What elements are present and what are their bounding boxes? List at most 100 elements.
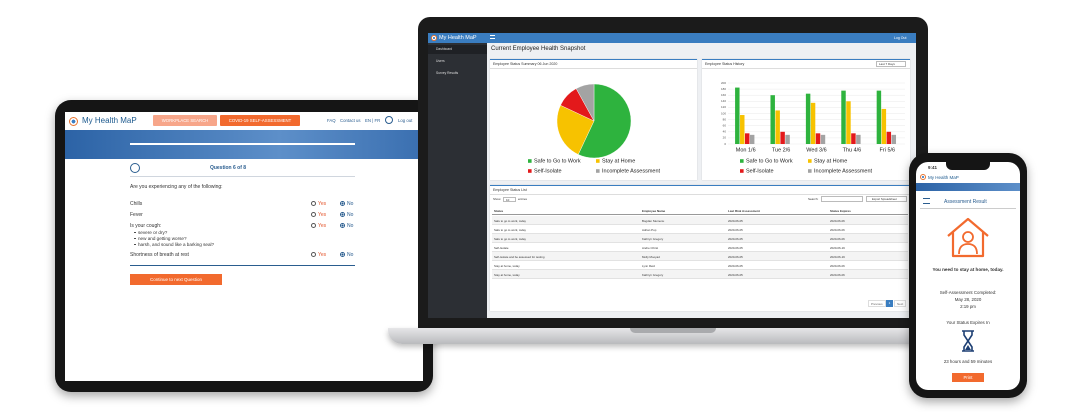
option-label: No (347, 201, 354, 207)
symptom-label: Fever (130, 212, 143, 218)
legend-label: Stay at Home (814, 158, 847, 164)
option-label: No (347, 212, 354, 218)
radio[interactable] (311, 212, 316, 217)
user-icon (385, 116, 393, 124)
chart (947, 217, 989, 258)
search-input[interactable] (821, 196, 863, 202)
legend-label: Safe to Go to Work (746, 158, 793, 164)
radio[interactable] (311, 252, 316, 257)
nav-link[interactable]: Log out (398, 118, 413, 123)
radio[interactable] (340, 223, 345, 228)
menu-toggle[interactable] (490, 35, 495, 39)
bar (775, 110, 780, 144)
bar (815, 133, 821, 144)
divider (130, 176, 355, 177)
table-cell: 2020-06-06 (830, 264, 845, 268)
nav-button[interactable]: WORKPLACE SEARCH (153, 115, 217, 126)
menu-icon[interactable] (923, 198, 930, 204)
laptop-screen: My Health MaP Log Out Dashboard Users Survey… (428, 33, 916, 318)
range-select[interactable]: Last 7 Days (876, 61, 906, 67)
table-cell: 2020-06-05 (728, 273, 743, 277)
house-icon (947, 217, 989, 258)
y-tick-label: 0 (724, 142, 726, 146)
logout[interactable]: Log Out (894, 36, 907, 40)
nav-link[interactable]: FAQ (327, 118, 336, 123)
bar (820, 134, 826, 144)
chart: Safe to Go to Work Stay at Home Self-Isola… (528, 83, 661, 174)
table-cell: Safe to go to work, today (494, 219, 526, 223)
completed-date: May 28, 2020 (954, 297, 982, 302)
panel-title: Employee Status History (705, 62, 745, 66)
symptom-detail: harsh, and sound like a barking seal? (138, 241, 215, 247)
column-header[interactable]: Last Risk Assessment (728, 209, 760, 213)
expires-value: 23 hours and 59 minutes (943, 359, 993, 364)
x-tick-label: Wed 3/6 (806, 147, 826, 153)
table-cell: 2020-06-05 (728, 255, 743, 259)
bar (770, 95, 775, 144)
menu-item[interactable]: Dashboard (428, 45, 487, 54)
nav-link[interactable]: EN | FR (365, 118, 381, 123)
legend-swatch (740, 169, 744, 173)
column-header[interactable]: Status Expires (830, 209, 851, 213)
symptom-label: Is your cough: (130, 223, 162, 229)
legend-swatch (808, 159, 812, 163)
legend-label: Self-Isolate (746, 168, 774, 174)
sidebar (428, 43, 487, 318)
page-size-select[interactable]: 10 (503, 196, 516, 202)
panel-title: Employee Status List (493, 188, 527, 192)
bar (785, 134, 790, 144)
page-button[interactable]: 1 (886, 300, 893, 307)
radio[interactable] (340, 201, 345, 206)
option-label: No (347, 223, 354, 229)
menu-item[interactable]: Survey Results (436, 71, 459, 75)
page-button[interactable]: Next (894, 300, 907, 307)
column-header[interactable]: Employee Name (642, 209, 666, 213)
back-button[interactable] (130, 163, 140, 173)
page-button[interactable]: Previous (868, 300, 886, 307)
symptom-detail: new and getting worse? (138, 235, 187, 241)
radio[interactable] (311, 223, 316, 228)
legend-swatch (740, 159, 744, 163)
pie-slice (556, 104, 595, 155)
nav-link[interactable]: Contact us (340, 118, 361, 123)
radio[interactable] (340, 252, 345, 257)
radio[interactable] (311, 201, 316, 206)
panel: Employee Status History Last 7 Days 0 20 40 6… (702, 59, 910, 180)
table-cell: Lynn Reid (642, 264, 655, 268)
legend-label: Incomplete Assessment (602, 168, 661, 174)
bar (841, 90, 846, 144)
bullet (134, 231, 136, 234)
nav-button[interactable]: COVID-19 SELF-ASSESSMENT (220, 115, 300, 126)
option-label: No (347, 252, 354, 258)
bar (749, 134, 755, 144)
result: You need to stay at home, today. (932, 267, 1004, 272)
option-label: Yes (318, 201, 327, 207)
laptop-base (388, 328, 958, 344)
person-body (958, 243, 978, 255)
column-header[interactable]: Status (494, 209, 504, 213)
y-tick-label: 200 (721, 81, 726, 85)
y-tick-label: 120 (721, 105, 726, 109)
continue-button[interactable]: Continue to next Question (130, 274, 222, 285)
panel-divider (702, 68, 910, 69)
x-tick-label: Thu 4/6 (843, 147, 862, 153)
table-cell: Self-isolate and be assessed for testing (494, 255, 545, 259)
legend-swatch (528, 169, 532, 173)
table-cell: Molly Mooyad (642, 255, 660, 259)
banner (916, 183, 1020, 191)
y-tick-label: 20 (723, 136, 727, 140)
menu-item[interactable]: Users (436, 59, 445, 63)
bar (805, 93, 811, 144)
bar (891, 134, 897, 144)
hourglass-icon (962, 330, 974, 352)
export-button[interactable]: Export Spreadsheet (866, 196, 907, 202)
print-button[interactable]: Print (952, 373, 984, 382)
table-cell: Safe to go to work, today (494, 237, 526, 241)
table-cell: Adrian Pop (642, 228, 657, 232)
table-row (492, 243, 908, 252)
radio[interactable] (340, 212, 345, 217)
bar (740, 115, 745, 144)
y-tick-label: 80 (723, 117, 727, 121)
table-row (492, 261, 908, 270)
